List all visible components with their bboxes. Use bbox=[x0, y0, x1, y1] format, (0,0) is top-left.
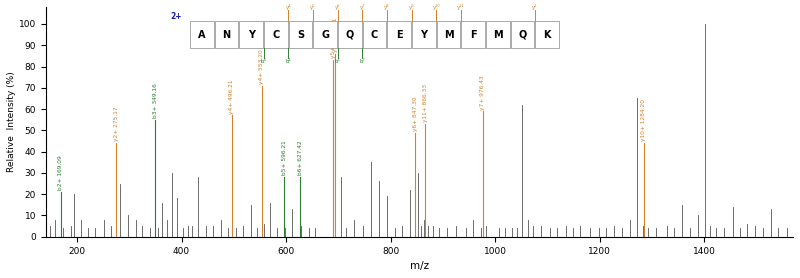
Text: S: S bbox=[297, 29, 304, 39]
Text: K: K bbox=[543, 29, 551, 39]
Text: b5+ 596.21: b5+ 596.21 bbox=[282, 141, 286, 175]
Text: y⁴: y⁴ bbox=[286, 4, 291, 10]
Text: y5+ 694.31: y5+ 694.31 bbox=[333, 18, 338, 52]
Text: E: E bbox=[396, 29, 402, 39]
Text: y⁷: y⁷ bbox=[359, 4, 365, 10]
Text: b⁴: b⁴ bbox=[286, 59, 291, 64]
Text: Q: Q bbox=[346, 29, 354, 39]
Text: y6+ 847.30: y6+ 847.30 bbox=[413, 96, 418, 131]
FancyBboxPatch shape bbox=[190, 21, 214, 48]
Y-axis label: Relative  Intensity (%): Relative Intensity (%) bbox=[7, 71, 16, 172]
Text: G: G bbox=[322, 29, 330, 39]
Text: M: M bbox=[493, 29, 502, 39]
Text: b⁷: b⁷ bbox=[359, 59, 365, 64]
Text: b⁶: b⁶ bbox=[334, 59, 340, 64]
FancyBboxPatch shape bbox=[510, 21, 534, 48]
Text: y⁶: y⁶ bbox=[335, 4, 340, 10]
Text: y10+ 1284.20: y10+ 1284.20 bbox=[641, 100, 646, 142]
FancyBboxPatch shape bbox=[462, 21, 485, 48]
Text: y4+ 496.21: y4+ 496.21 bbox=[230, 79, 234, 114]
Text: Y: Y bbox=[420, 29, 427, 39]
Text: b3+ 349.16: b3+ 349.16 bbox=[153, 83, 158, 118]
X-axis label: m/z: m/z bbox=[410, 261, 429, 271]
Text: y11+ 866.33: y11+ 866.33 bbox=[422, 84, 428, 122]
Text: y⁵: y⁵ bbox=[310, 4, 316, 10]
FancyBboxPatch shape bbox=[239, 21, 263, 48]
Text: y⁸: y⁸ bbox=[384, 4, 390, 10]
FancyBboxPatch shape bbox=[535, 21, 559, 48]
Text: M: M bbox=[444, 29, 454, 39]
FancyBboxPatch shape bbox=[314, 21, 337, 48]
FancyBboxPatch shape bbox=[214, 21, 238, 48]
Text: y²: y² bbox=[532, 4, 538, 10]
Text: Q: Q bbox=[518, 29, 526, 39]
Text: F: F bbox=[470, 29, 477, 39]
FancyBboxPatch shape bbox=[289, 21, 312, 48]
FancyBboxPatch shape bbox=[338, 21, 362, 48]
FancyBboxPatch shape bbox=[437, 21, 460, 48]
FancyBboxPatch shape bbox=[362, 21, 386, 48]
Text: y7+ 976.43: y7+ 976.43 bbox=[480, 75, 486, 110]
Text: y⁹: y⁹ bbox=[409, 4, 414, 10]
Text: Y: Y bbox=[248, 29, 254, 39]
Text: y¹¹: y¹¹ bbox=[457, 4, 465, 10]
Text: 2+: 2+ bbox=[170, 12, 182, 21]
Text: N: N bbox=[222, 29, 230, 39]
Text: y2+ 275.17: y2+ 275.17 bbox=[114, 107, 119, 142]
FancyBboxPatch shape bbox=[264, 21, 288, 48]
Text: C: C bbox=[371, 29, 378, 39]
FancyBboxPatch shape bbox=[387, 21, 411, 48]
Text: y5+ 690.21: y5+ 690.21 bbox=[330, 24, 336, 58]
Text: y4+ 553.20: y4+ 553.20 bbox=[259, 49, 264, 84]
Text: A: A bbox=[198, 29, 206, 39]
Text: b6+ 627.42: b6+ 627.42 bbox=[298, 141, 303, 175]
Text: b³: b³ bbox=[261, 59, 266, 64]
Text: C: C bbox=[272, 29, 279, 39]
FancyBboxPatch shape bbox=[486, 21, 510, 48]
FancyBboxPatch shape bbox=[412, 21, 436, 48]
Text: y¹⁰: y¹⁰ bbox=[432, 4, 440, 10]
Text: b2+ 169.09: b2+ 169.09 bbox=[58, 156, 63, 190]
